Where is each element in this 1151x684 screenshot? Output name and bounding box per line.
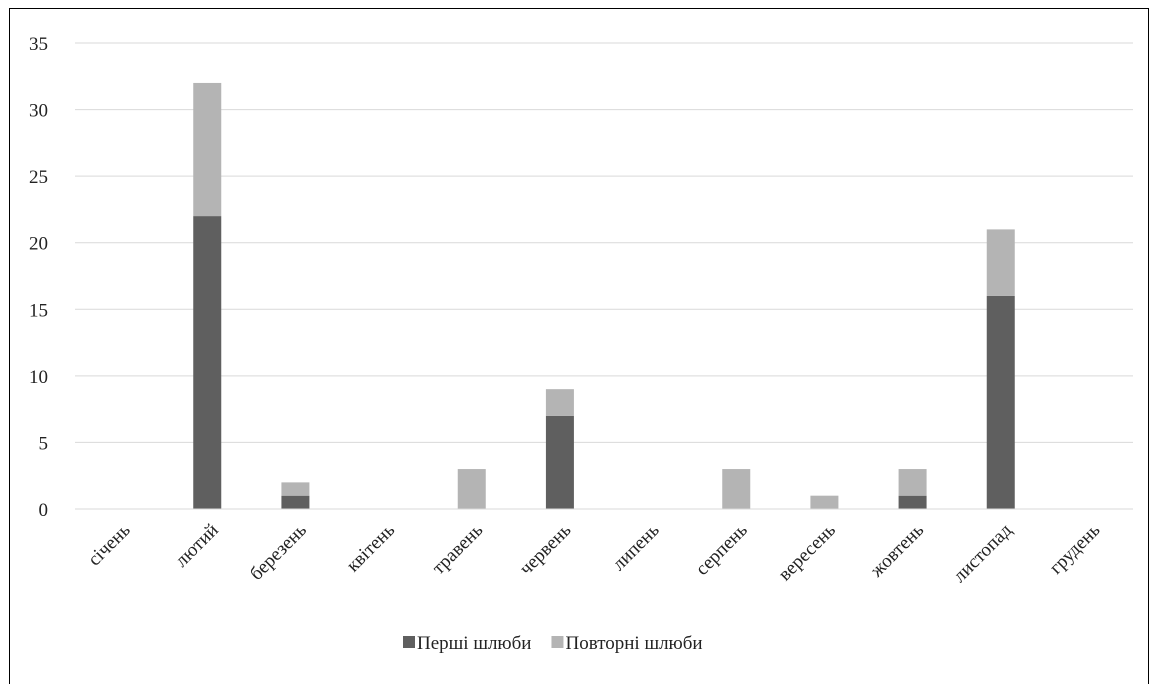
y-tick-label: 30 bbox=[29, 101, 48, 122]
y-tick-label: 35 bbox=[29, 34, 48, 55]
bar-first-5 bbox=[545, 415, 574, 509]
y-axis-ticks: 0 5 10 15 20 25 30 35 bbox=[29, 34, 48, 521]
x-tick-label: березень bbox=[246, 519, 311, 584]
y-tick-label: 10 bbox=[29, 367, 48, 388]
x-tick-label: листопад bbox=[949, 519, 1016, 586]
legend-swatch-repeat bbox=[551, 636, 564, 648]
bar-repeat-5 bbox=[545, 389, 574, 416]
bar-first-10 bbox=[986, 295, 1015, 509]
bar-first-9 bbox=[898, 495, 927, 509]
legend: Перші шлюби Повторні шлюби bbox=[403, 633, 703, 654]
x-tick-label: січень bbox=[84, 519, 135, 570]
bar-repeat-1 bbox=[193, 82, 222, 217]
y-tick-label: 5 bbox=[39, 433, 49, 454]
bar-repeat-9 bbox=[898, 469, 927, 496]
bar-first-1 bbox=[193, 216, 222, 510]
bar-first-2 bbox=[281, 495, 310, 509]
x-tick-label: серпень bbox=[692, 519, 752, 579]
bar-repeat-7 bbox=[722, 469, 751, 509]
x-tick-label: липень bbox=[608, 519, 663, 574]
x-tick-label: квітень bbox=[343, 519, 400, 576]
x-tick-label: грудень bbox=[1046, 519, 1105, 578]
bar-repeat-4 bbox=[457, 469, 486, 509]
x-tick-label: вересень bbox=[774, 519, 840, 585]
bar-repeat-2 bbox=[281, 482, 310, 496]
x-tick-label: червень bbox=[516, 519, 576, 579]
x-tick-label: травень bbox=[428, 519, 487, 578]
y-tick-label: 0 bbox=[39, 500, 49, 521]
bars bbox=[193, 82, 1015, 510]
y-tick-label: 20 bbox=[29, 234, 48, 255]
y-tick-label: 25 bbox=[29, 167, 48, 188]
x-tick-label: жовтень bbox=[866, 519, 929, 582]
legend-swatch-first bbox=[403, 636, 415, 648]
legend-label-repeat: Повторні шлюби bbox=[565, 633, 702, 654]
chart-frame bbox=[9, 8, 1149, 684]
x-axis-ticks: січень лютий березень квітень травень червень… bbox=[84, 519, 1105, 586]
y-tick-label: 15 bbox=[29, 300, 48, 321]
bar-repeat-8 bbox=[810, 495, 839, 509]
bar-repeat-10 bbox=[986, 229, 1015, 296]
x-tick-label: лютий bbox=[171, 520, 223, 572]
gridlines bbox=[75, 42, 1133, 443]
legend-label-first: Перші шлюби bbox=[417, 633, 531, 654]
